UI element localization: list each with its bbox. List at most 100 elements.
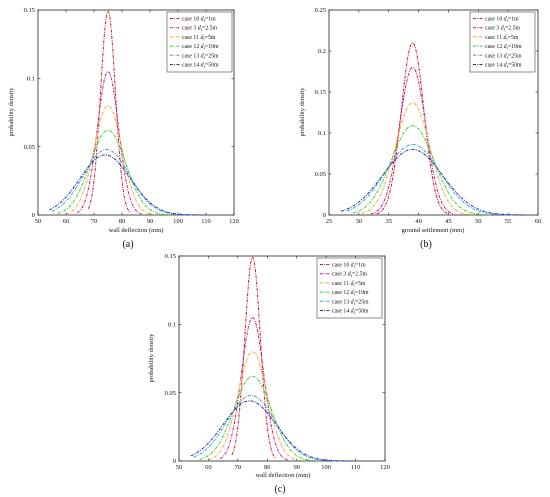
series-line-case-14 [190,400,356,462]
legend-entry: case 3 df=2.5m [182,26,218,33]
y-tick-label: 0.1 [27,76,35,83]
plot-frame [328,9,539,216]
y-tick-label: 0.1 [318,130,326,137]
y-ticks: 0 0.05 0.1 0.15 0.2 0.25 [315,7,538,219]
y-ticks: 0 0.05 0.1 0.15 [24,7,234,219]
legend-entry: case 14 df=50m [182,63,219,70]
legend-entry-sub: f [203,36,205,41]
panel-label: (c) [274,484,285,495]
legend-entry-value: =50m [355,309,369,315]
legend-entry-value: =10m [508,44,522,50]
legend-box [166,11,233,73]
legend-entry-sub: f [507,64,509,69]
legend-entry-param: d [201,63,204,69]
legend-entry: case 11 df=5m [485,35,519,42]
series-line-case-12 [352,125,491,216]
series-line-case-11 [65,105,156,216]
legend-entry-sub: f [354,264,356,269]
legend-entry-value: =5m [508,35,519,41]
panel-c: 0 0.05 0.1 0.15 50 60 70 80 90 100 110 120 probabi… [148,253,390,495]
y-tick-label: 0.05 [315,171,326,178]
legend-entry-name: case 14 [332,309,351,315]
x-tick-label: 70 [91,218,98,225]
legend-entry-param: d [350,281,353,287]
legend-entry-value: =25m [205,53,219,59]
x-tick-label: 45 [445,218,452,225]
legend-entry: case 14 df=50m [485,63,522,70]
plot-frame [37,9,235,216]
x-axis-label: wall deflection (mm) [109,227,164,234]
legend-entry-name: case 10 [182,17,201,23]
y-axis-label: probability density [299,87,306,137]
panel-b: 0 0.05 0.1 0.15 0.2 0.25 25 30 35 40 45 50 55 60 pro… [299,7,541,250]
legend-entry-sub: f [351,273,353,278]
legend-entry-value: =1m [355,263,366,269]
series-line-case-3 [76,71,142,215]
legend-entry: case 10 df=1m [485,17,519,24]
legend-entry-name: case 10 [485,17,504,23]
legend-entry-name: case 13 [332,299,351,305]
y-tick-label: 0 [32,212,35,219]
legend-entry-param: d [351,263,354,269]
legend-entry: case 11 df=5m [182,35,216,42]
legend-entry-param: d [351,309,354,315]
legend-entry: case 10 df=1m [182,17,216,24]
series-line-case-10 [231,256,277,460]
y-ticks: 0 0.05 0.1 0.15 [165,253,385,465]
series-line-case-12 [57,129,173,216]
y-tick-label: 0.1 [168,322,176,329]
legend-entry-sub: f [507,46,509,51]
series-line-case-3 [219,317,289,461]
x-tick-label: 60 [205,464,212,471]
legend-entry-name: case 12 [485,44,504,50]
series-line-case-14 [48,154,206,216]
x-tick-label: 100 [321,464,331,471]
legend-entry-sub: f [204,55,206,60]
legend-entry-sub: f [353,282,355,287]
legend-box [316,257,383,319]
series-line-case-11 [361,102,473,216]
legend-entry: case 12 df=10m [332,290,369,297]
legend-entry-param: d [198,26,201,32]
legend-entry-param: d [504,53,507,59]
series-line-case-13 [51,148,193,216]
panel-label: (b) [420,239,432,250]
legend-entry-name: case 10 [332,263,351,269]
x-tick-label: 80 [264,464,271,471]
legend-box [469,11,536,73]
legend-entry: case 13 df=25m [332,299,369,306]
legend-entry-param: d [504,17,507,23]
legend-entry-value: =2.5m [505,26,521,32]
legend-entry-name: case 3 [485,26,501,32]
series-curves [190,256,356,462]
legend-entry-param: d [348,272,351,278]
series-line-case-10 [87,10,131,214]
x-tick-label: 90 [147,218,154,225]
x-tick-label: 25 [326,218,333,225]
legend-entry-name: case 3 [182,26,198,32]
legend-entry: case 14 df=50m [332,309,369,316]
series-line-case-13 [193,394,341,462]
legend-entry-value: =50m [508,63,522,69]
y-tick-label: 0 [173,458,176,465]
legend-entry-param: d [504,44,507,50]
x-tick-label: 50 [35,218,42,225]
legend-entry: case 10 df=1m [332,263,366,270]
legend-entry: case 12 df=10m [182,44,219,51]
y-tick-label: 0.2 [318,48,326,55]
legend-entry-sub: f [507,55,509,60]
legend-entry-value: =25m [355,299,369,305]
x-tick-label: 90 [293,464,300,471]
legend-entry-value: =2.5m [352,272,368,278]
legend-entry-sub: f [201,27,203,32]
legend-entry-name: case 11 [485,35,503,41]
x-tick-label: 70 [235,464,242,471]
legend-entry-param: d [201,44,204,50]
legend-entry-sub: f [204,64,206,69]
legend-entry-value: =25m [508,53,522,59]
y-axis-label: probability density [148,333,155,383]
legend-entry-value: =1m [205,17,216,23]
